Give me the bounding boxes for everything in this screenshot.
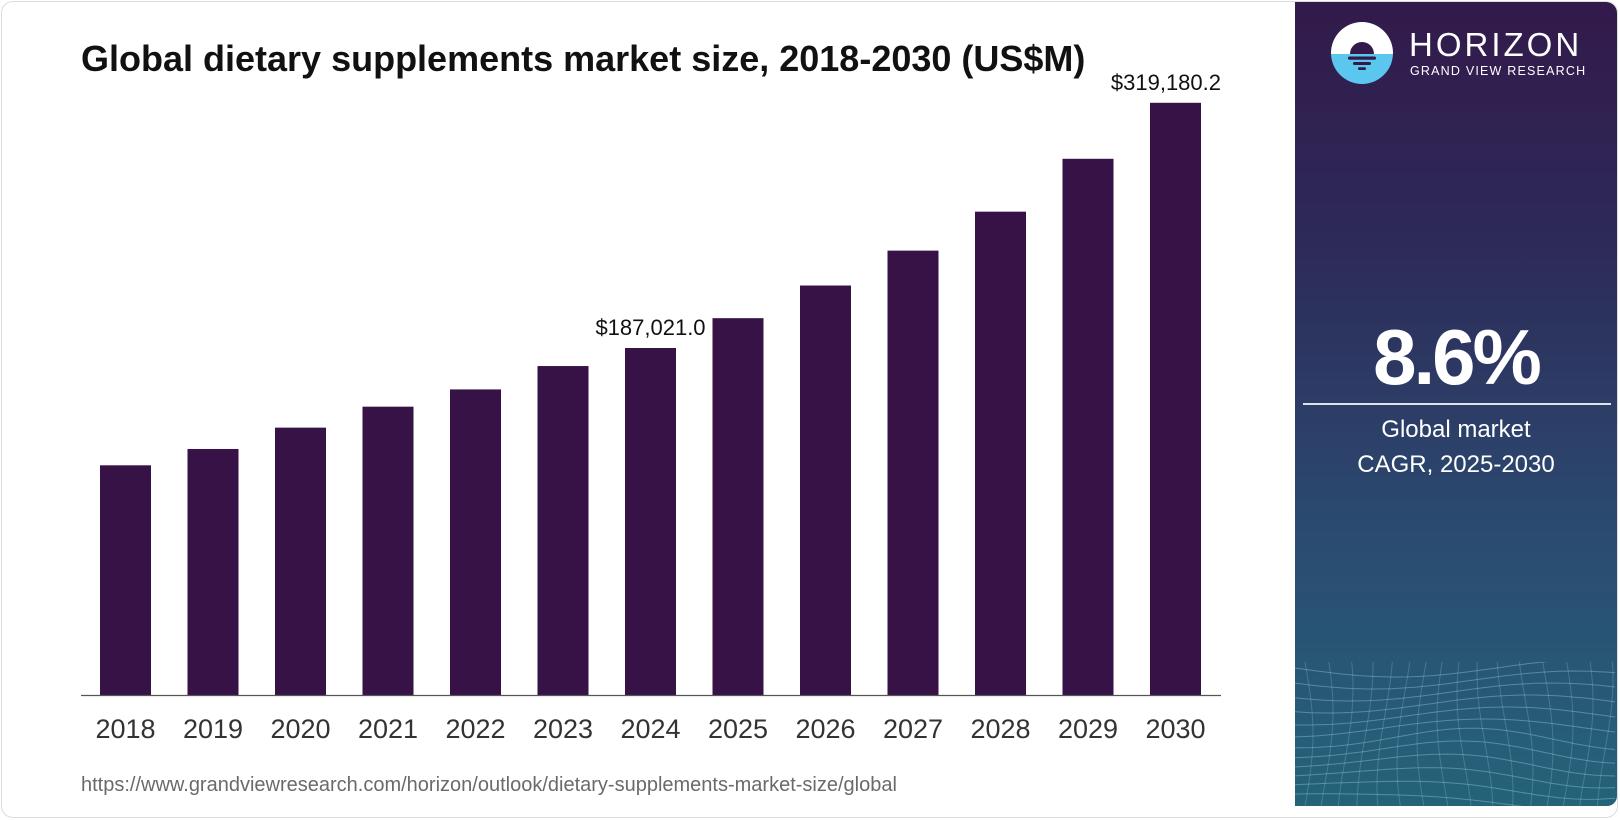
texture-line xyxy=(1304,662,1314,806)
texture-line xyxy=(1295,793,1524,806)
x-tick-label-2029: 2029 xyxy=(1058,714,1118,744)
horizon-logo: HORIZON GRAND VIEW RESEARCH xyxy=(1331,22,1611,86)
bar-2023 xyxy=(537,366,589,695)
x-tick-label-2021: 2021 xyxy=(358,714,418,744)
cagr-value: 8.6% xyxy=(1373,313,1542,401)
bar-2019 xyxy=(187,448,239,695)
side-panel: HORIZON GRAND VIEW RESEARCH 8.6% Global … xyxy=(1295,2,1617,806)
texture-line xyxy=(1562,662,1574,806)
x-tick-label-2026: 2026 xyxy=(795,714,855,744)
texture-line xyxy=(1295,662,1549,678)
x-tick-label-2028: 2028 xyxy=(970,714,1030,744)
texture-line xyxy=(1295,780,1616,800)
bar-2022 xyxy=(450,389,501,695)
x-tick-label-2020: 2020 xyxy=(270,714,330,744)
bar-2018 xyxy=(100,465,151,695)
data-label-2030: $319,180.2 xyxy=(1111,70,1221,95)
x-tick-label-2024: 2024 xyxy=(620,714,680,744)
logo-wordmark: HORIZON xyxy=(1409,26,1583,63)
texture-line xyxy=(1496,662,1514,806)
cagr-label-line2: CAGR, 2025-2030 xyxy=(1357,451,1555,478)
texture-line xyxy=(1376,662,1393,806)
cagr-divider xyxy=(1303,403,1611,405)
texture-line xyxy=(1396,662,1411,806)
texture-line xyxy=(1295,670,1616,690)
texture-line xyxy=(1356,662,1374,806)
bar-2020 xyxy=(275,427,326,695)
bar-chart: 2018 2019 2020 2021 2022 2023 2024 2025 2026 2027… xyxy=(81,70,1221,744)
texture-line xyxy=(1295,718,1616,738)
texture-line xyxy=(1295,682,1616,702)
texture-line xyxy=(1295,767,1616,789)
texture-line xyxy=(1295,706,1616,726)
logo-subtitle: GRAND VIEW RESEARCH xyxy=(1410,64,1587,78)
data-label-2024: $187,021.0 xyxy=(595,315,705,340)
x-tick-label-2025: 2025 xyxy=(708,714,768,744)
data-labels: $187,021.0 $319,180.2 xyxy=(595,70,1221,340)
chart-title: Global dietary supplements market size, … xyxy=(81,38,1086,79)
texture-line xyxy=(1597,662,1614,806)
x-tick-label-2023: 2023 xyxy=(533,714,593,744)
texture-line xyxy=(1518,662,1534,806)
texture-line xyxy=(1416,662,1427,806)
bar-2024 xyxy=(625,348,676,695)
texture-line xyxy=(1295,727,1616,750)
x-tick-label-2019: 2019 xyxy=(183,714,243,744)
source-url[interactable]: https://www.grandviewresearch.com/horizo… xyxy=(81,774,897,796)
bar-2030 xyxy=(1150,102,1201,695)
wave-texture-graphic xyxy=(1295,662,1616,806)
texture-line xyxy=(1295,694,1616,714)
bar-2021 xyxy=(362,406,414,695)
texture-line xyxy=(1456,662,1472,806)
x-tick-label-2018: 2018 xyxy=(95,714,155,744)
bar-2028 xyxy=(975,211,1026,695)
x-tick-label-2022: 2022 xyxy=(445,714,505,744)
texture-line xyxy=(1542,662,1554,806)
texture-line xyxy=(1436,662,1449,806)
bar-2026 xyxy=(800,285,851,695)
texture-line xyxy=(1337,662,1354,806)
x-tick-label-2030: 2030 xyxy=(1145,714,1205,744)
horizon-logo-icon xyxy=(1331,22,1393,84)
texture-line xyxy=(1295,740,1616,764)
bars-layer xyxy=(100,102,1201,696)
x-tick-label-2027: 2027 xyxy=(883,714,943,744)
texture-line xyxy=(1476,662,1494,806)
bar-2029 xyxy=(1062,158,1114,696)
texture-line xyxy=(1320,662,1334,806)
bar-2025 xyxy=(712,318,764,695)
texture-line xyxy=(1579,662,1594,806)
bar-2027 xyxy=(887,250,939,696)
x-tick-labels: 2018 2019 2020 2021 2022 2023 2024 2025 2026 2027… xyxy=(95,714,1205,744)
texture-line xyxy=(1295,753,1616,777)
cagr-label-line1: Global market xyxy=(1381,416,1531,443)
